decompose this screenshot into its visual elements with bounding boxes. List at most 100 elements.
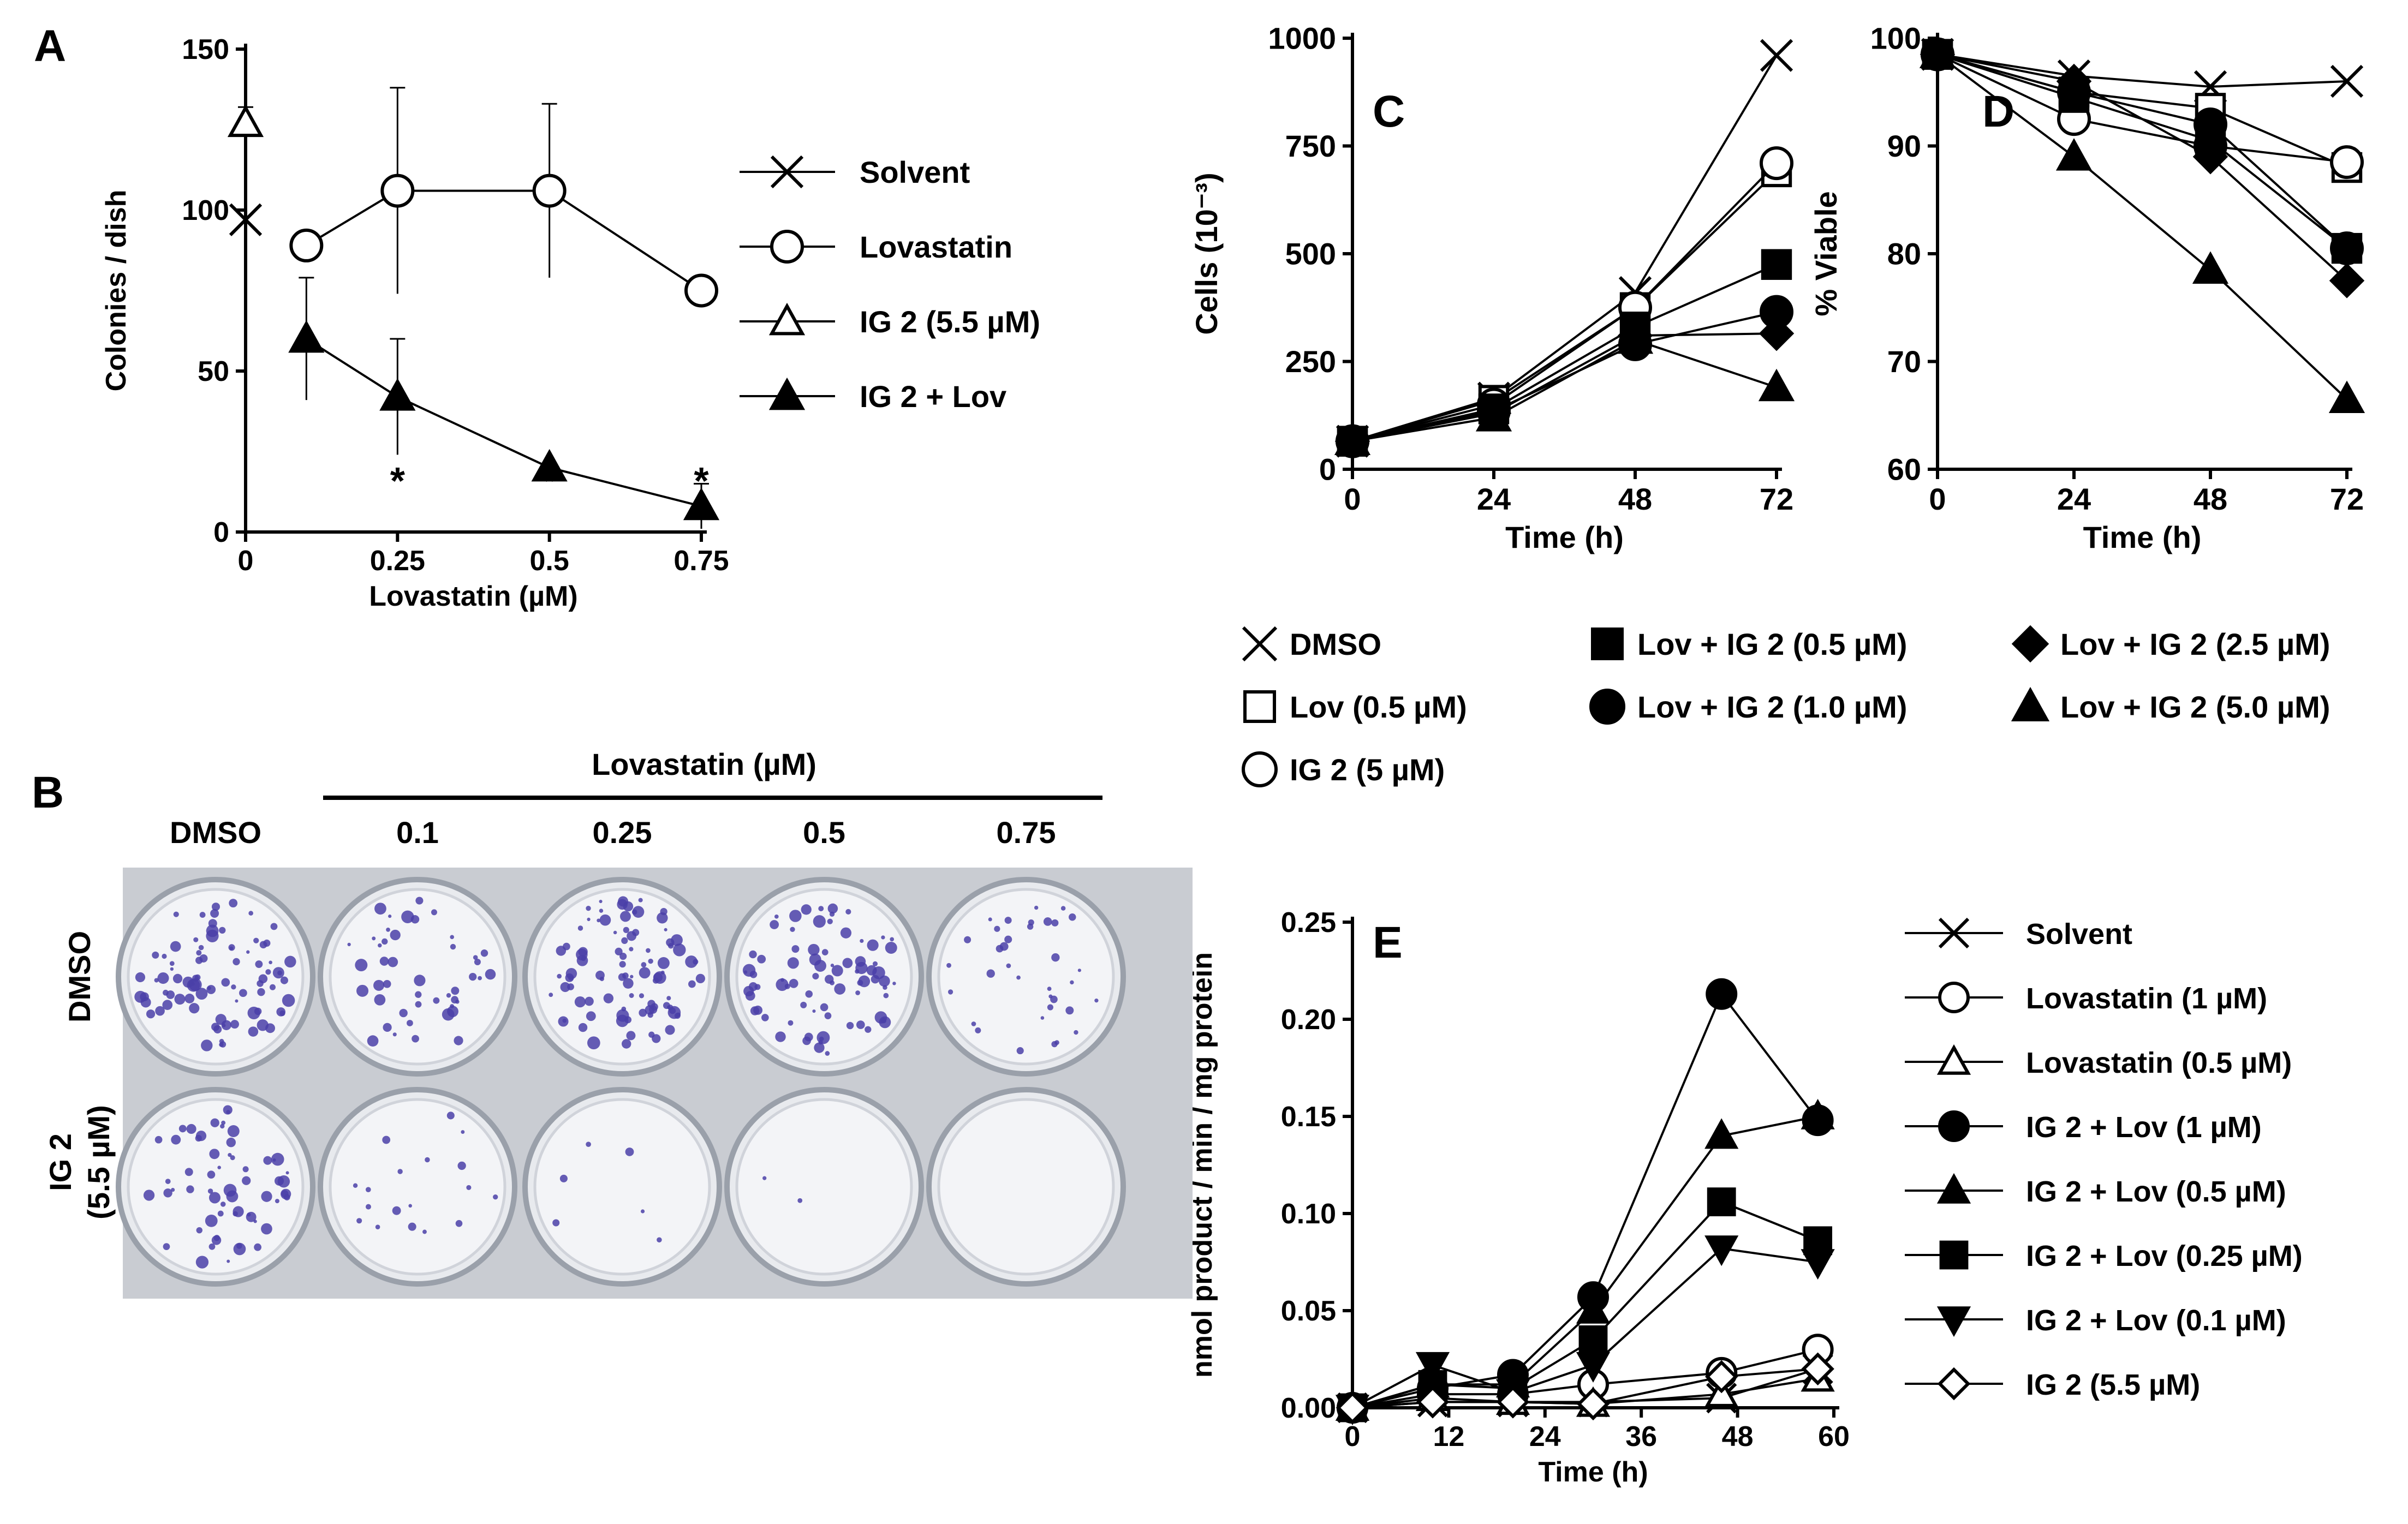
series-lov-ig-2-0-5-m bbox=[1922, 39, 2363, 264]
colony bbox=[163, 1243, 170, 1251]
y-tick-label: 80 bbox=[1887, 237, 1921, 271]
data-point bbox=[532, 174, 567, 208]
colony bbox=[879, 975, 890, 987]
series-line bbox=[306, 338, 702, 507]
series-line bbox=[1352, 332, 1777, 443]
colony bbox=[208, 1243, 216, 1250]
colony bbox=[227, 1125, 240, 1138]
legend-marker bbox=[1938, 1110, 1970, 1142]
colony bbox=[603, 993, 614, 1003]
panel-label-a: A bbox=[34, 21, 66, 71]
y-tick-label: 0 bbox=[213, 517, 229, 548]
colony bbox=[248, 911, 253, 916]
colony bbox=[812, 1009, 816, 1013]
colony bbox=[347, 942, 351, 947]
colony bbox=[762, 1176, 767, 1180]
dish-well bbox=[735, 888, 913, 1066]
colony bbox=[626, 1031, 636, 1041]
culture-dish bbox=[522, 1087, 722, 1287]
data-point bbox=[1704, 1235, 1739, 1266]
legend-marker bbox=[770, 155, 804, 189]
colony bbox=[412, 1035, 419, 1043]
data-point bbox=[288, 320, 325, 353]
data-point bbox=[1801, 1098, 1835, 1129]
colony bbox=[800, 1001, 807, 1008]
colony bbox=[587, 917, 591, 922]
colony bbox=[431, 909, 437, 916]
legend-label: Lov (0.5 µM) bbox=[1290, 690, 1467, 724]
colony bbox=[883, 993, 889, 999]
y-tick-label: 0.00 bbox=[1281, 1392, 1336, 1424]
y-tick-label: 50 bbox=[198, 356, 229, 387]
colony bbox=[645, 1005, 655, 1015]
colony bbox=[242, 1176, 251, 1185]
colony bbox=[825, 1051, 830, 1056]
colony bbox=[173, 911, 179, 917]
series-ig-2-5-m bbox=[1336, 146, 1793, 458]
colony bbox=[222, 1023, 226, 1027]
colony bbox=[217, 1166, 221, 1169]
colony bbox=[258, 974, 268, 984]
colony bbox=[599, 909, 604, 913]
colony bbox=[233, 958, 240, 966]
colony bbox=[890, 937, 895, 942]
legend-item-ig-2-5-m: IG 2 (5 µM) bbox=[1242, 751, 1445, 787]
colony bbox=[383, 979, 391, 988]
colony bbox=[619, 953, 627, 960]
colony bbox=[881, 935, 885, 940]
colony bbox=[619, 961, 626, 968]
colony bbox=[215, 1014, 227, 1025]
data-point bbox=[227, 104, 264, 138]
legend-marker bbox=[768, 377, 806, 410]
colony bbox=[199, 912, 206, 918]
colony bbox=[469, 972, 477, 981]
colony bbox=[198, 945, 204, 951]
photo-column-label: DMSO bbox=[170, 815, 261, 850]
colony bbox=[165, 1179, 171, 1184]
colony bbox=[761, 1014, 769, 1021]
colony bbox=[1069, 913, 1076, 921]
colony bbox=[184, 994, 195, 1003]
colony bbox=[831, 965, 843, 977]
colony bbox=[143, 1190, 155, 1201]
colony bbox=[261, 1223, 272, 1235]
data-point bbox=[1801, 1352, 1834, 1386]
legend-marker bbox=[1937, 1367, 1971, 1401]
legend-item-lov-ig-2-0-5-m: Lov + IG 2 (0.5 µM) bbox=[1591, 627, 1907, 661]
colony bbox=[830, 963, 835, 967]
colony bbox=[557, 973, 562, 979]
x-axis-label: Lovastatin (µM) bbox=[369, 581, 577, 612]
colony bbox=[599, 914, 611, 926]
colony bbox=[695, 973, 705, 983]
series-line bbox=[1352, 171, 1778, 443]
legend-label: IG 2 (5.5 µM) bbox=[860, 304, 1040, 339]
colony bbox=[621, 1006, 627, 1012]
data-point bbox=[1475, 399, 1512, 432]
data-point bbox=[229, 203, 263, 236]
legend-label: IG 2 + Lov (1 µM) bbox=[2026, 1111, 2262, 1144]
colony bbox=[220, 1123, 225, 1129]
culture-dish bbox=[522, 877, 722, 1077]
colony bbox=[355, 959, 368, 972]
colony bbox=[365, 1204, 371, 1210]
legend-marker bbox=[770, 230, 804, 264]
panel-label-c: C bbox=[1373, 87, 1405, 136]
data-point bbox=[1919, 35, 1956, 69]
data-point bbox=[289, 228, 324, 262]
colony bbox=[450, 1004, 455, 1008]
colony bbox=[195, 957, 203, 964]
colony bbox=[261, 1191, 272, 1202]
colony bbox=[597, 918, 601, 923]
legend-marker bbox=[1939, 1240, 1969, 1270]
colony bbox=[1016, 1047, 1024, 1055]
series-lov-ig-2-2-5-m bbox=[1334, 315, 1795, 459]
x-tick-label: 60 bbox=[1818, 1421, 1850, 1453]
culture-dish bbox=[926, 1087, 1126, 1287]
culture-dish bbox=[116, 877, 315, 1077]
colony bbox=[846, 1021, 854, 1030]
colony bbox=[374, 903, 386, 915]
colony bbox=[666, 996, 671, 1001]
colony bbox=[1051, 1041, 1058, 1048]
y-tick-label: 0.05 bbox=[1281, 1295, 1336, 1327]
